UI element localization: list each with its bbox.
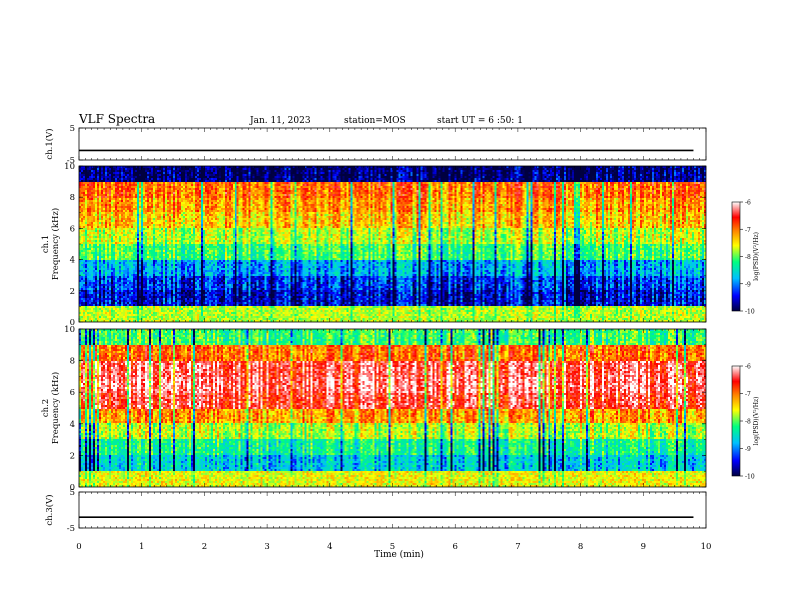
- x-tick-label: 5: [390, 542, 395, 552]
- y-tick-label: -5: [67, 524, 75, 534]
- ch2-spectrogram-colorbar: [731, 365, 741, 477]
- figure-title: VLF Spectra: [78, 112, 155, 126]
- ch1-spectrogram-ylabel: Frequency (kHz): [50, 208, 61, 280]
- date-label: Jan. 11, 2023: [249, 116, 311, 126]
- colorbar-label: log(PSD)(V²/Hz): [753, 232, 760, 281]
- x-tick-label: 0: [76, 542, 81, 552]
- colorbar-tick-label: -9: [745, 281, 751, 288]
- x-axis-label: Time (min): [374, 549, 424, 560]
- ch3-waveform-ylabel: ch.3(V): [44, 494, 55, 525]
- x-tick-label: 6: [452, 542, 457, 552]
- x-tick-label: 3: [264, 542, 269, 552]
- colorbar-tick-label: -7: [745, 227, 751, 234]
- x-tick-label: 2: [202, 542, 207, 552]
- time-axis: 0 1 2 3 4 5 6 7 8 9 10: [76, 542, 711, 552]
- y-tick-label: 10: [64, 162, 75, 172]
- x-tick-label: 8: [578, 542, 583, 552]
- x-tick-label: 1: [139, 542, 144, 552]
- ch3-waveform-panel: 5 -5 ch.3(V): [44, 488, 707, 534]
- y-tick-label: 5: [70, 488, 75, 498]
- x-tick-label: 7: [515, 542, 520, 552]
- ch1-waveform-panel: 5 -5 ch.1(V): [44, 124, 707, 166]
- colorbar-tick-label: -7: [745, 391, 751, 398]
- colorbar-tick-label: -6: [745, 200, 751, 207]
- y-tick-label: 8: [70, 357, 75, 367]
- ch2-spectrogram-panel: -6 -7 -8 -9 -10 log(PSD)(V²/Hz) 0 2 4 6 8 10 ch.2 Fre…: [41, 325, 760, 493]
- ch1-spectrogram-colorbar: [731, 201, 741, 312]
- ch1-waveform-frame: [78, 127, 707, 161]
- y-tick-label: 2: [70, 287, 75, 297]
- ch1-waveform-ylabel: ch.1(V): [44, 128, 55, 159]
- colorbar-tick-label: -6: [745, 364, 751, 371]
- colorbar-tick-label: -10: [745, 474, 755, 481]
- y-tick-label: 5: [70, 124, 75, 134]
- colorbar-label: log(PSD)(V²/Hz): [753, 397, 760, 446]
- x-tick-label: 4: [327, 542, 332, 552]
- y-tick-label: 6: [70, 224, 75, 234]
- ch2-spectrogram-ylabel: Frequency (kHz): [50, 372, 61, 444]
- colorbar-tick-label: -8: [745, 419, 751, 426]
- station-label: station=MOS: [344, 116, 406, 126]
- x-tick-label: 9: [641, 542, 646, 552]
- y-tick-label: 8: [70, 193, 75, 203]
- y-tick-label: 0: [70, 483, 75, 493]
- colorbar-tick-label: -10: [745, 309, 755, 316]
- y-tick-label: 0: [70, 318, 75, 328]
- colorbar-tick-label: -9: [745, 446, 751, 453]
- colorbar-tick-label: -8: [745, 254, 751, 261]
- start-time-label: start UT = 6 :50: 1: [437, 116, 523, 126]
- y-tick-label: 10: [64, 325, 75, 335]
- y-tick-label: 2: [70, 451, 75, 461]
- y-tick-label: 4: [70, 256, 75, 266]
- y-tick-label: 6: [70, 388, 75, 398]
- ch3-waveform-frame: [78, 491, 707, 529]
- ch1-spectrogram-raster: [79, 166, 706, 322]
- ch2-spectrogram-ylabel: ch.2: [41, 399, 51, 417]
- ch1-spectrogram-ylabel: ch.1: [41, 235, 51, 253]
- y-tick-label: 4: [70, 420, 75, 430]
- x-tick-label: 10: [701, 542, 712, 552]
- y-tick-label: -5: [67, 156, 75, 166]
- ch1-spectrogram-panel: -6 -7 -8 -9 -10 log(PSD)(V²/Hz) 0 2 4 6 8 10 ch.1 Fre…: [41, 162, 760, 328]
- ch2-spectrogram-raster: [79, 329, 706, 487]
